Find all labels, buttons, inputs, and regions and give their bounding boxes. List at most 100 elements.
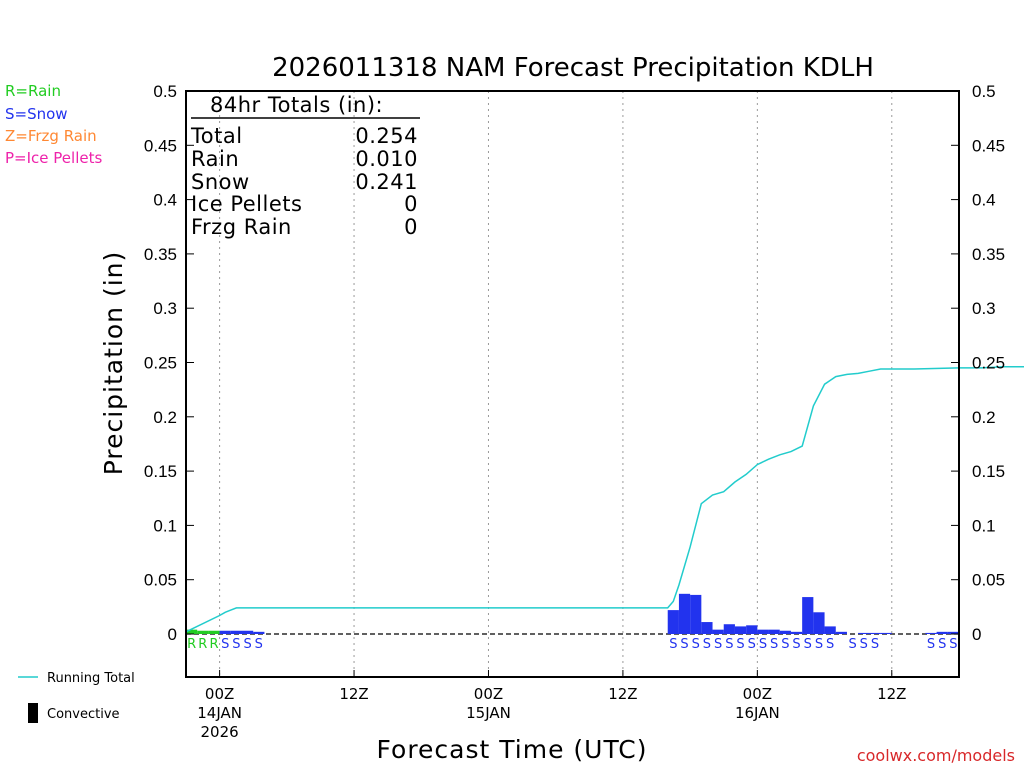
precip-type-letter: S: [781, 637, 789, 652]
totals-label-frzg-rain: Frzg Rain: [191, 215, 292, 239]
totals-label-total: Total: [190, 124, 243, 148]
y-tick-label-right: 0.15: [972, 462, 1005, 481]
precip-bar: [835, 631, 847, 634]
precip-type-letter: S: [255, 637, 263, 652]
precip-type-letter: S: [848, 637, 856, 652]
y-tick-label-right: 0.4: [972, 191, 996, 210]
precip-bar: [824, 626, 836, 634]
precip-bar: [746, 625, 758, 634]
y-tick-label-left: 0.15: [144, 462, 177, 481]
y-tick-label-left: 0.4: [153, 191, 177, 210]
chart-title: 2026011318 NAM Forecast Precipitation KD…: [272, 53, 874, 83]
running-total-legend-label: Running Total: [47, 671, 135, 686]
credit-text: coolwx.com/models: [857, 746, 1015, 765]
precip-bar: [667, 610, 679, 634]
precip-type-letter: S: [815, 637, 823, 652]
gridlines: [219, 91, 893, 677]
precip-type-letter: S: [748, 637, 756, 652]
precip-type-letter: S: [792, 637, 800, 652]
precip-type-letter: S: [759, 637, 767, 652]
precip-type-letter: S: [714, 637, 722, 652]
precip-type-letter: S: [669, 637, 677, 652]
precip-bar: [723, 624, 735, 634]
precip-type-letter: S: [826, 637, 834, 652]
y-tick-label-right: 0.2: [972, 408, 996, 427]
precip-bar: [186, 629, 198, 634]
running-total-line: [185, 366, 1024, 633]
precip-type-letter: S: [938, 637, 946, 652]
x-tick-label: 00Z: [474, 685, 503, 703]
bottom-legend: Running Total Convective: [18, 671, 135, 723]
precip-type-letter: S: [243, 637, 251, 652]
totals-value-snow: 0.241: [355, 170, 418, 194]
totals-header: 84hr Totals (in):: [210, 93, 383, 117]
precip-type-letter: S: [804, 637, 812, 652]
y-tick-label-left: 0.2: [153, 408, 177, 427]
convective-legend-label: Convective: [47, 707, 120, 722]
y-tick-label-right: 0.05: [972, 571, 1005, 590]
precip-bar: [925, 632, 937, 634]
y-tick-label-left: 0.05: [144, 571, 177, 590]
precip-bar: [242, 630, 254, 634]
precip-bar: [813, 612, 825, 634]
y-tick-label-right: 0: [972, 625, 981, 644]
precip-bar: [208, 630, 220, 634]
y-tick-label-right: 0.25: [972, 354, 1005, 373]
y-tick-label-left: 0: [168, 625, 177, 644]
precip-bar: [690, 594, 702, 634]
precip-bar: [197, 630, 209, 634]
precip-type-letter: S: [860, 637, 868, 652]
precip-bars: [186, 593, 959, 634]
y-tick-label-left: 0.1: [153, 516, 177, 535]
precip-bar: [712, 629, 724, 634]
totals-label-rain: Rain: [191, 147, 239, 171]
legend-ice-pellets: P=Ice Pellets: [5, 149, 102, 167]
precip-bar: [936, 631, 948, 634]
legend-rain: R=Rain: [5, 82, 61, 100]
x-tick-label: 12Z: [608, 685, 637, 703]
precip-bar: [947, 631, 959, 634]
precip-type-letter: S: [949, 637, 957, 652]
precip-type-letter: S: [927, 637, 935, 652]
x-axis-title: Forecast Time (UTC): [377, 735, 648, 764]
totals-label-snow: Snow: [191, 170, 250, 194]
plot-frame: [185, 90, 960, 678]
precip-bar: [880, 632, 892, 634]
y-axis-ticks: 0 00.05 0.050.1 0.10.15 0.150.2 0.20.25 0.250.…: [144, 82, 1005, 644]
y-tick-label-left: 0.35: [144, 245, 177, 264]
totals-value-ice-pellets: 0: [404, 192, 418, 216]
precip-bar: [219, 630, 231, 634]
x-tick-label: 14JAN: [197, 704, 242, 722]
precip-bar: [779, 630, 791, 634]
convective-legend-swatch: [28, 703, 38, 723]
precip-type-letter: S: [736, 637, 744, 652]
precip-bar: [701, 622, 713, 634]
totals-value-frzg-rain: 0: [404, 215, 418, 239]
totals-value-rain: 0.010: [355, 147, 418, 171]
x-tick-label: 12Z: [877, 685, 906, 703]
precip-bar: [230, 630, 243, 634]
y-tick-label-right: 0.35: [972, 245, 1005, 264]
y-axis-title: Precipitation (in): [99, 251, 128, 476]
precip-type-letter: S: [703, 637, 711, 652]
precip-bar: [802, 597, 814, 634]
precip-bar: [790, 631, 803, 634]
precip-bar: [768, 629, 780, 634]
x-tick-label: 2026: [201, 723, 239, 741]
y-tick-label-left: 0.5: [153, 82, 177, 101]
totals-box: 84hr Totals (in): Total 0.254 Rain 0.010…: [190, 93, 420, 239]
precip-type-letter: S: [770, 637, 778, 652]
precip-type-letter: S: [221, 637, 229, 652]
precip-bar: [869, 632, 881, 634]
running-total-group: [185, 366, 1024, 633]
precip-type-letter: S: [692, 637, 700, 652]
precip-bar: [253, 631, 265, 634]
x-tick-label: 16JAN: [735, 704, 780, 722]
y-tick-label-right: 0.3: [972, 299, 996, 318]
y-tick-label-left: 0.25: [144, 354, 177, 373]
y-tick-label-left: 0.45: [144, 136, 177, 155]
precip-type-letter: S: [725, 637, 733, 652]
y-tick-label-right: 0.5: [972, 82, 996, 101]
